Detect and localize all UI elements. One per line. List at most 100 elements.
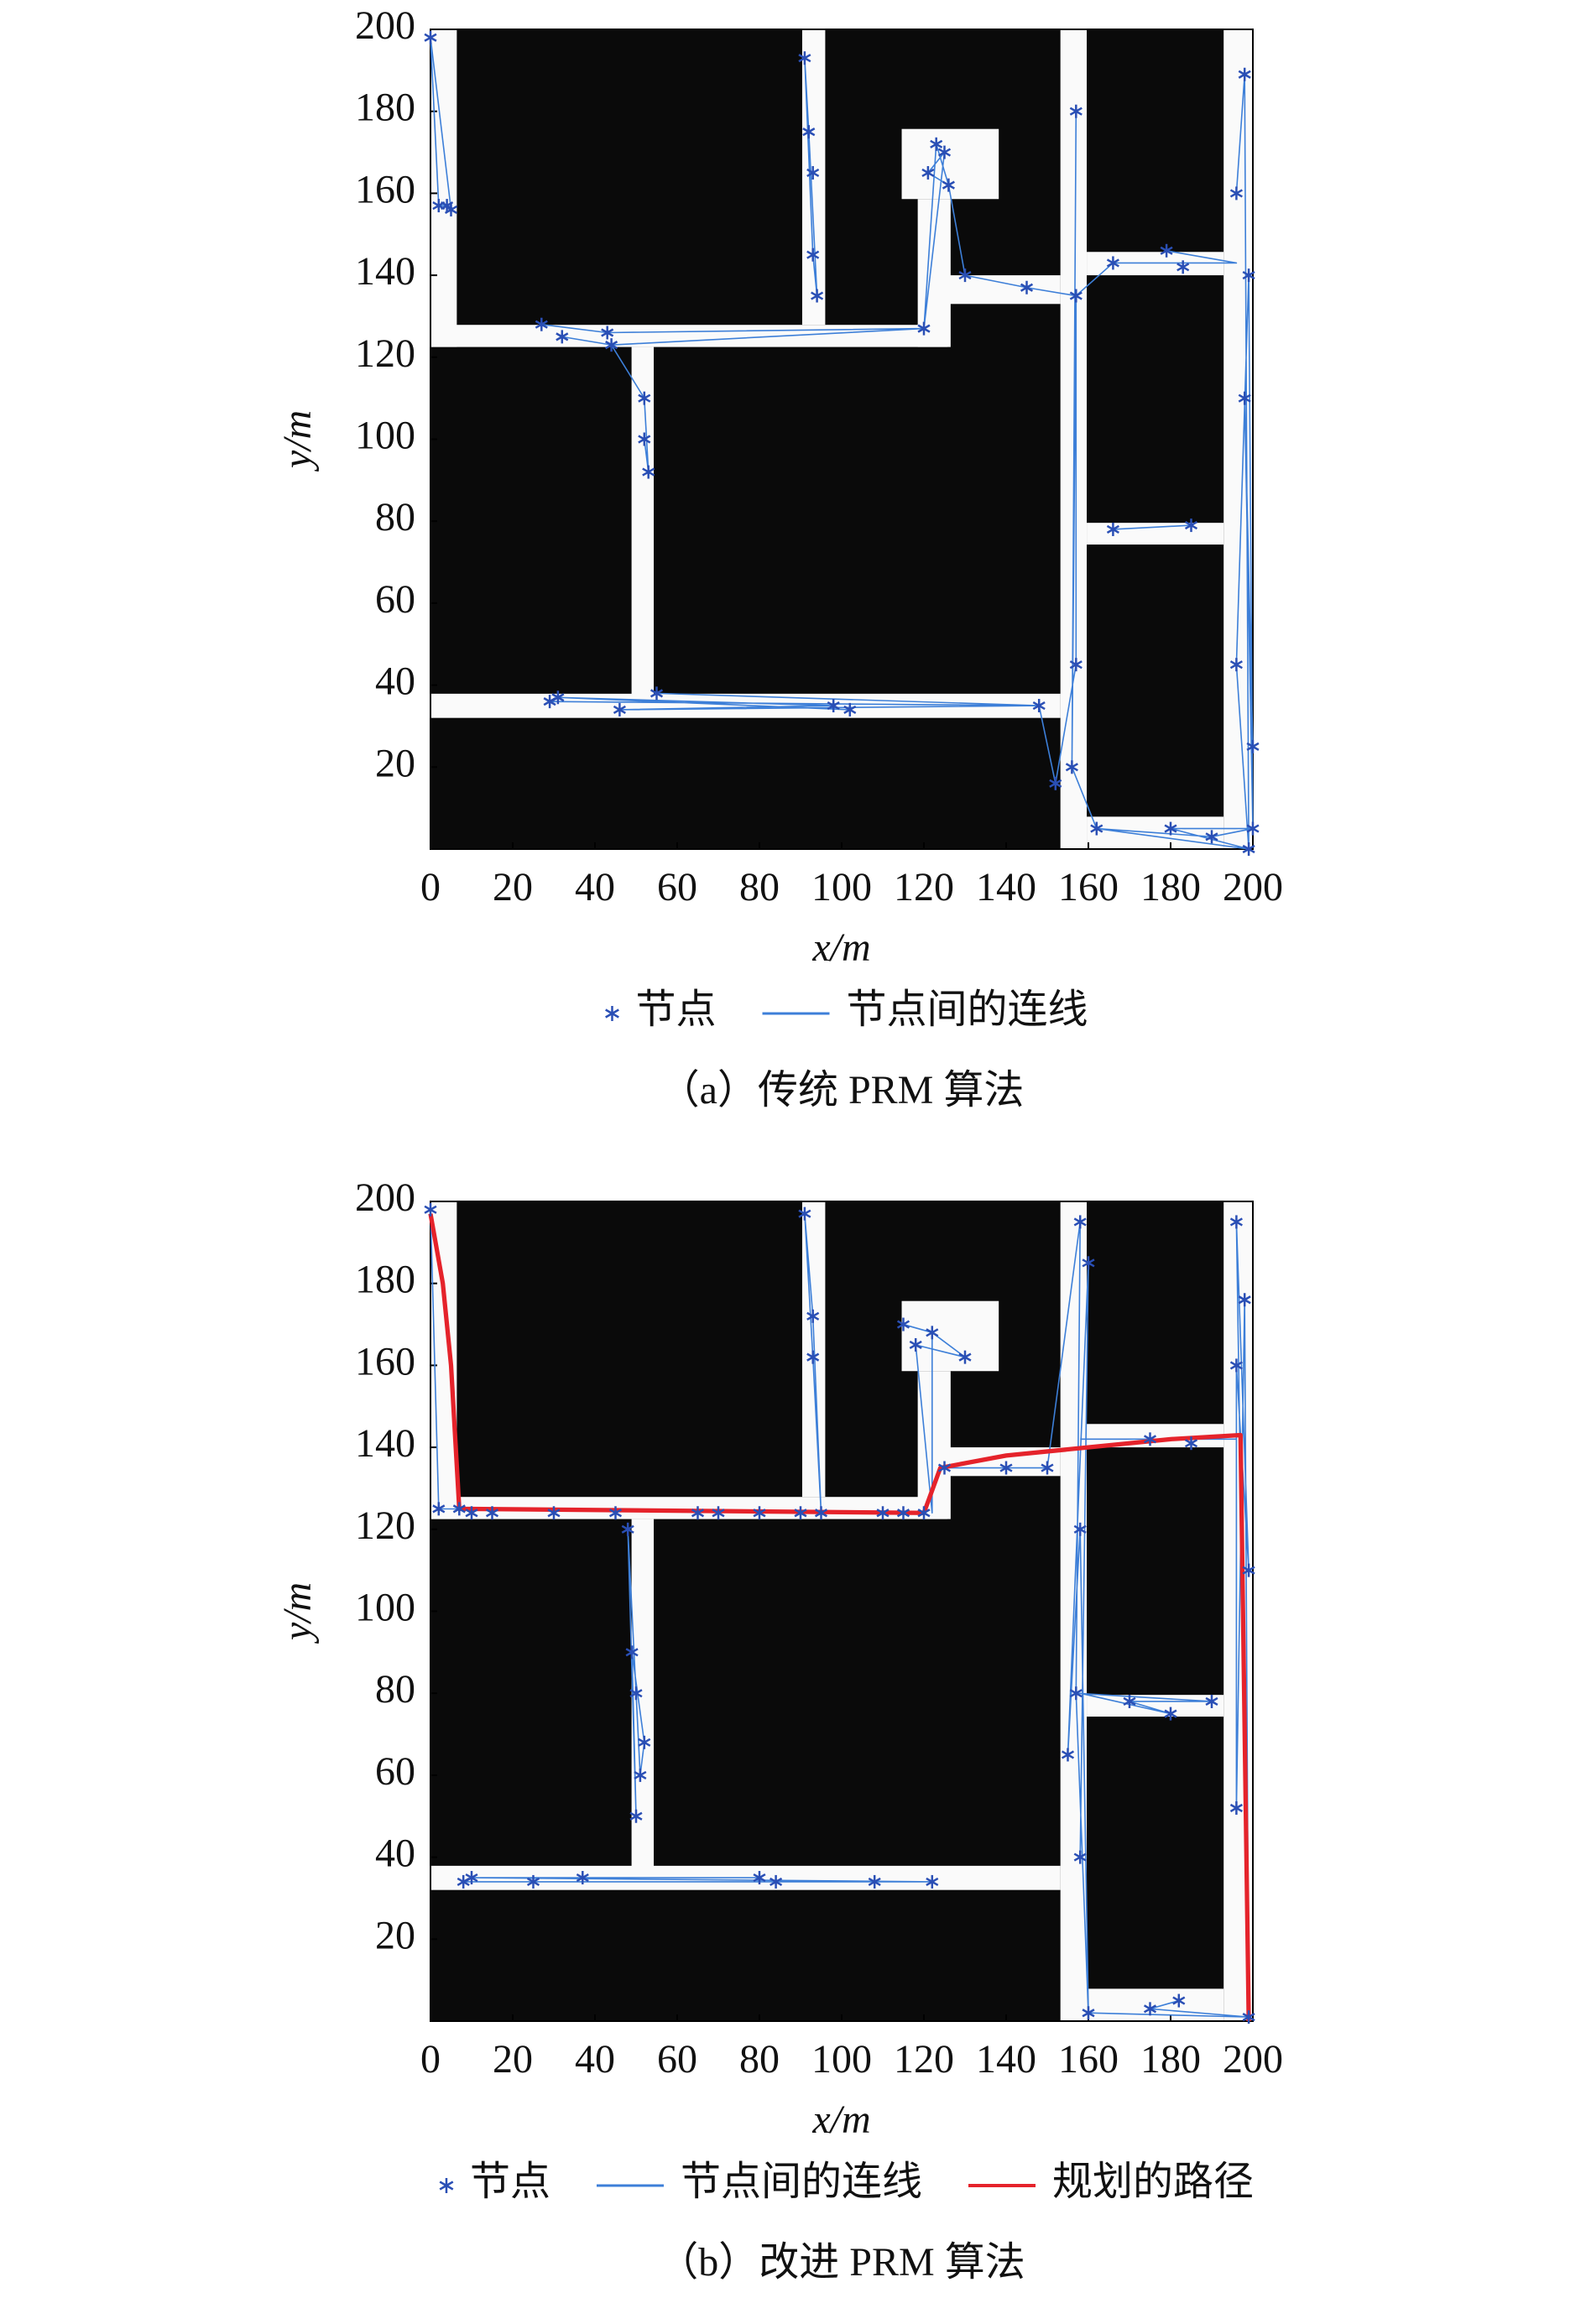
node-marker	[1242, 842, 1255, 856]
node-marker	[1238, 67, 1251, 81]
node-marker	[1229, 1358, 1243, 1373]
plot-background	[430, 1201, 1253, 2021]
marker-stroke	[896, 1509, 910, 1518]
y-tick-label: 200	[355, 3, 415, 48]
marker-stroke	[535, 320, 548, 329]
x-tick-label: 0	[420, 2037, 441, 2082]
marker-stroke	[601, 328, 614, 337]
y-tick-label: 80	[375, 1667, 415, 1712]
marker-stroke	[1246, 824, 1260, 833]
node-marker	[753, 1871, 766, 1885]
y-tick-label: 140	[355, 1421, 415, 1466]
node-marker	[1229, 1800, 1243, 1815]
node-marker	[1082, 1256, 1095, 1270]
marker-stroke	[452, 1504, 466, 1514]
node-marker	[1069, 104, 1083, 118]
node-marker	[1164, 821, 1177, 836]
node-marker	[444, 202, 458, 216]
node-marker	[601, 326, 614, 340]
node-marker	[1242, 2010, 1255, 2024]
x-axis-label: x/m	[811, 925, 870, 970]
node-marker	[1049, 776, 1062, 790]
node-marker	[535, 317, 548, 331]
node-marker	[1205, 1694, 1218, 1708]
marker-stroke	[1246, 742, 1260, 751]
marker-stroke	[629, 1811, 643, 1821]
node-marker	[1246, 739, 1260, 753]
marker-stroke	[1041, 1463, 1054, 1472]
node-marker	[629, 1686, 643, 1701]
y-tick-label: 80	[375, 495, 415, 539]
marker-stroke	[1205, 1696, 1218, 1707]
node-marker	[876, 1506, 890, 1520]
node-marker	[1073, 1215, 1087, 1229]
marker-stroke	[1069, 107, 1083, 116]
node-marker	[465, 1506, 478, 1520]
x-tick-label: 0	[420, 865, 441, 909]
marker-stroke	[794, 1509, 807, 1518]
marker-stroke	[1172, 1996, 1186, 2005]
marker-stroke	[1106, 524, 1119, 534]
marker-stroke	[811, 291, 824, 300]
series-line	[428, 1213, 1251, 2022]
marker-stroke	[937, 1463, 952, 1472]
node-marker	[999, 1461, 1013, 1475]
marker-stroke	[642, 467, 655, 477]
marker-stroke	[1242, 1566, 1255, 1575]
y-tick-label: 140	[355, 249, 415, 294]
node-marker	[1246, 821, 1260, 836]
corridor	[917, 199, 951, 347]
node-marker	[958, 268, 972, 283]
node-marker	[424, 1202, 437, 1217]
node-marker	[629, 1809, 643, 1823]
node-marker	[843, 702, 857, 716]
marker-stroke	[958, 1352, 972, 1362]
y-tick-label: 160	[355, 1339, 415, 1383]
marker-stroke	[1229, 1361, 1243, 1370]
legend: 节点 节点间的连线 规划的路径	[439, 2160, 1254, 2204]
marker-stroke	[456, 1877, 470, 1886]
marker-stroke	[439, 2181, 454, 2191]
marker-stroke	[1143, 1435, 1157, 1444]
x-tick-label: 60	[657, 865, 697, 909]
node-marker	[1242, 268, 1255, 283]
marker-stroke	[444, 205, 458, 215]
marker-stroke	[605, 341, 618, 350]
marker-stroke	[556, 332, 569, 341]
marker-stroke	[613, 705, 626, 714]
marker-stroke	[605, 1008, 619, 1019]
node-marker	[930, 137, 943, 151]
marker-stroke	[1242, 271, 1255, 280]
node-marker	[424, 30, 437, 44]
y-tick-label: 180	[355, 1258, 415, 1302]
marker-stroke	[638, 435, 651, 444]
node-marker	[1041, 1461, 1054, 1475]
marker-stroke	[543, 697, 556, 706]
marker-stroke	[1242, 844, 1255, 854]
marker-stroke	[1143, 2004, 1157, 2014]
node-marker	[452, 1502, 466, 1516]
node-marker	[1073, 1522, 1087, 1536]
marker-stroke	[608, 1509, 623, 1518]
node-marker	[605, 338, 618, 352]
marker-stroke	[917, 1509, 931, 1518]
marker-stroke	[942, 180, 955, 190]
node-marker	[770, 1874, 783, 1889]
x-tick-label: 200	[1223, 865, 1283, 909]
marker-stroke	[1238, 393, 1251, 403]
node-marker	[1106, 522, 1119, 536]
node-marker	[526, 1874, 540, 1889]
x-tick-label: 140	[976, 2037, 1036, 2082]
node-marker	[942, 178, 955, 192]
x-tick-label: 60	[657, 2037, 697, 2082]
legend-label: 节点间的连线	[847, 987, 1088, 1032]
marker-stroke	[806, 1311, 820, 1321]
marker-stroke	[1176, 263, 1190, 272]
node-marker	[1061, 1748, 1075, 1762]
marker-stroke	[958, 271, 972, 280]
marker-stroke	[638, 1738, 651, 1747]
marker-stroke	[798, 1209, 811, 1218]
marker-stroke	[465, 1509, 478, 1518]
marker-stroke	[1184, 521, 1198, 530]
